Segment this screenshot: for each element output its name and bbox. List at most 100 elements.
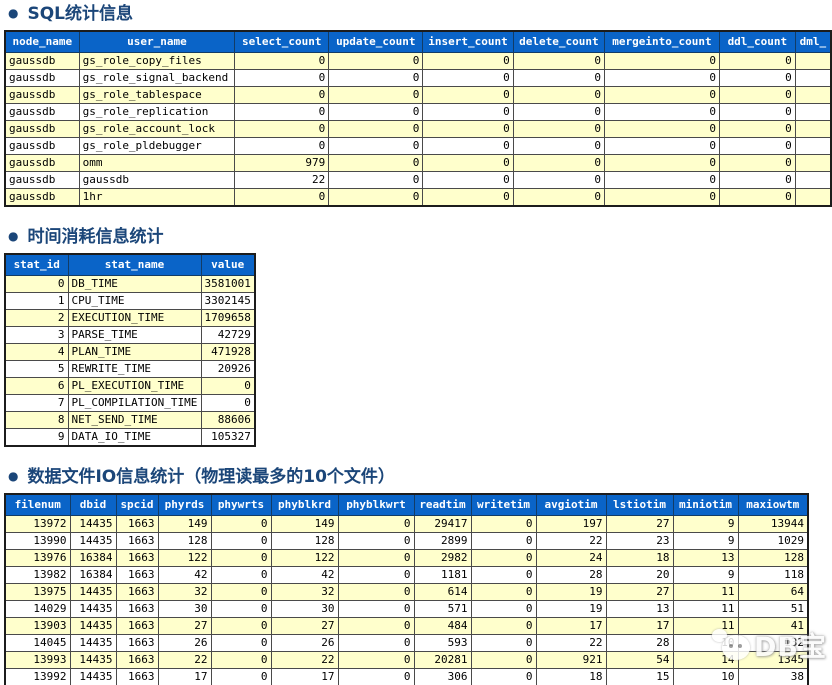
table-cell: 122 <box>157 549 212 567</box>
table-cell: 1709658 <box>200 309 256 327</box>
table-cell: 0 <box>210 600 272 618</box>
table-cell: 42729 <box>200 326 256 344</box>
table-cell: 32 <box>270 583 339 601</box>
table-cell: 1663 <box>115 515 159 533</box>
table-cell: 5 <box>4 360 69 378</box>
table-cell: 0 <box>210 634 272 652</box>
table-cell: 32 <box>157 583 212 601</box>
table-cell: NET_SEND_TIME <box>67 411 202 429</box>
table-cell: PL_EXECUTION_TIME <box>67 377 202 395</box>
table-cell: gaussdb <box>4 171 80 189</box>
table-cell: gs_role_signal_backend <box>78 69 236 87</box>
table-cell: 14029 <box>4 600 71 618</box>
table-cell: 0 <box>337 668 415 685</box>
table-cell: 0 <box>604 154 720 172</box>
column-header: delete_count <box>512 30 606 53</box>
table-cell: 1663 <box>115 651 159 669</box>
table-cell: 0 <box>337 515 415 533</box>
table-cell: 0 <box>604 103 720 121</box>
table-cell: 22 <box>270 651 339 669</box>
table-cell: 0 <box>210 668 272 685</box>
table-cell: 0 <box>328 86 424 104</box>
table-cell: 0 <box>328 154 424 172</box>
table-cell: 0 <box>470 617 537 635</box>
table-cell: 1181 <box>413 566 472 584</box>
table-cell: 0 <box>718 154 796 172</box>
column-header: dml_ <box>794 30 832 53</box>
table-row: 2 EXECUTION_TIME 1709658 <box>4 309 256 327</box>
bullet-icon: ● <box>8 229 19 243</box>
table-cell: CPU_TIME <box>67 292 202 310</box>
table-row: gaussdb gs_role_account_lock 0 0 0 0 0 0 <box>4 120 832 138</box>
table-cell: 22 <box>535 532 607 550</box>
table-cell: omm <box>78 154 236 172</box>
table-row: gaussdb omm 979 0 0 0 0 0 <box>4 154 832 172</box>
section-sql-stats: ● SQL统计信息 node_name user_name select_count u… <box>0 3 832 207</box>
table-cell: 20926 <box>200 360 256 378</box>
table-row: 8 NET_SEND_TIME 88606 <box>4 411 256 429</box>
table-cell: REWRITE_TIME <box>67 360 202 378</box>
table-cell: 0 <box>337 634 415 652</box>
table-cell: 0 <box>470 651 537 669</box>
table-row: gaussdb gaussdb 22 0 0 0 0 0 <box>4 171 832 189</box>
table-cell: 306 <box>413 668 472 685</box>
table-cell: 18 <box>535 668 607 685</box>
table-row: 13990 14435 1663 128 0 128 0 2899 0 22 23 9 1029 <box>4 532 809 550</box>
table-row: gaussdb gs_role_replication 0 0 0 0 0 0 <box>4 103 832 121</box>
table-row: gaussdb gs_role_pldebugger 0 0 0 0 0 0 <box>4 137 832 155</box>
table-cell: 17 <box>535 617 607 635</box>
table-row: 13972 14435 1663 149 0 149 0 29417 0 197 27 9 13944 <box>4 515 809 533</box>
table-cell: 0 <box>422 103 514 121</box>
section-title: 时间消耗信息统计 <box>27 227 164 247</box>
table-cell: 149 <box>270 515 339 533</box>
table-cell: 2 <box>4 309 69 327</box>
table-cell <box>794 154 832 172</box>
table-cell: 484 <box>413 617 472 635</box>
table-cell: 38 <box>737 668 809 685</box>
table-cell: 0 <box>210 549 272 567</box>
table-cell: 0 <box>512 52 606 70</box>
table-cell: 0 <box>234 52 330 70</box>
table-cell: 0 <box>422 154 514 172</box>
table-cell <box>794 171 832 189</box>
table-cell: 0 <box>328 171 424 189</box>
table-cell: 1029 <box>737 532 809 550</box>
table-cell: 128 <box>157 532 212 550</box>
table-cell: 0 <box>234 120 330 138</box>
column-header: select_count <box>234 30 330 53</box>
table-cell: 16384 <box>69 549 117 567</box>
table-cell: 2899 <box>413 532 472 550</box>
column-header: user_name <box>78 30 236 53</box>
table-cell: 3302145 <box>200 292 256 310</box>
table-cell: 0 <box>470 532 537 550</box>
header-row: node_name user_name select_count update_cou… <box>4 30 832 53</box>
table-cell: 0 <box>210 515 272 533</box>
table-row: gaussdb 1hr 0 0 0 0 0 0 <box>4 188 832 207</box>
section-time-stats: ● 时间消耗信息统计 stat_id stat_name value 0 DB_TIME 3… <box>0 226 832 447</box>
table-cell: 64 <box>737 583 809 601</box>
table-cell: 22 <box>234 171 330 189</box>
table-cell: 0 <box>200 377 256 395</box>
table-cell: 0 <box>328 52 424 70</box>
table-cell: 0 <box>200 394 256 412</box>
section-heading: ● 时间消耗信息统计 <box>8 226 832 248</box>
section-heading: ● SQL统计信息 <box>8 3 832 25</box>
table-cell: 13944 <box>737 515 809 533</box>
table-cell: 0 <box>512 86 606 104</box>
table-cell: 0 <box>337 651 415 669</box>
table-cell: 10 <box>672 668 739 685</box>
table-cell: 0 <box>718 69 796 87</box>
table-cell: 42 <box>157 566 212 584</box>
table-cell: 0 <box>422 86 514 104</box>
table-cell: 0 <box>210 583 272 601</box>
table-cell: 0 <box>210 651 272 669</box>
table-cell: 26 <box>157 634 212 652</box>
table-cell: gs_role_copy_files <box>78 52 236 70</box>
table-cell: 14435 <box>69 651 117 669</box>
table-cell: 9 <box>672 532 739 550</box>
bullet-icon: ● <box>8 469 19 483</box>
table-cell: 14435 <box>69 668 117 685</box>
table-cell: 17 <box>270 668 339 685</box>
table-cell: 0 <box>422 137 514 155</box>
table-cell: 19 <box>535 583 607 601</box>
